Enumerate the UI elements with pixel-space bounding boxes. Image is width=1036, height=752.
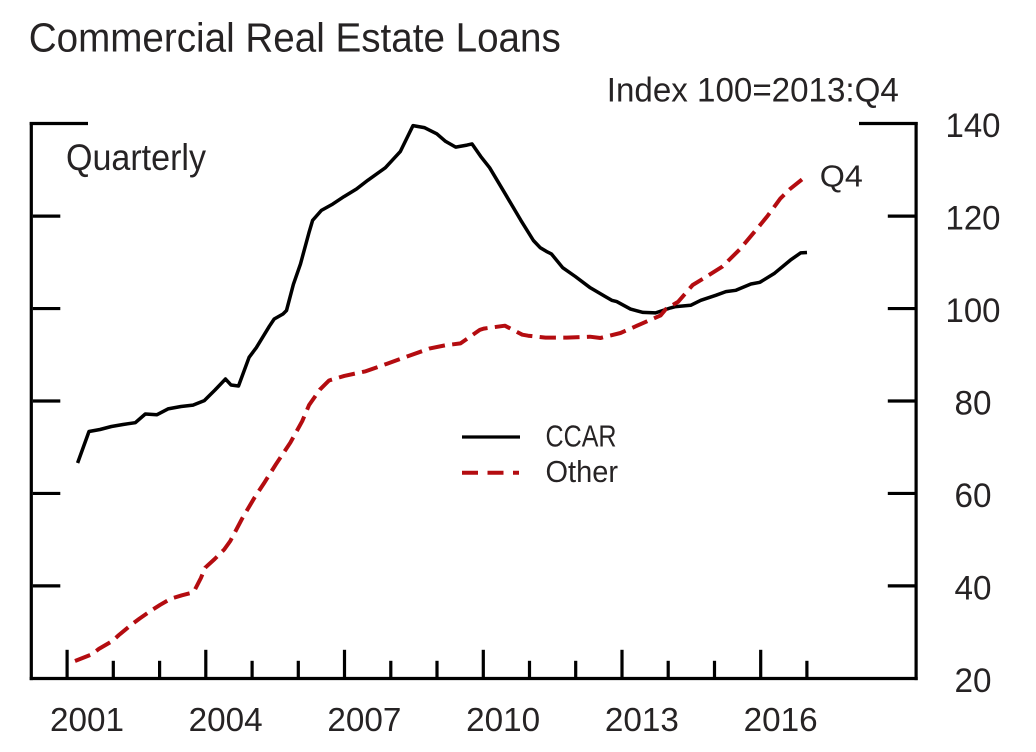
svg-text:40: 40 — [955, 569, 992, 607]
svg-text:Q4: Q4 — [820, 158, 863, 193]
svg-text:100: 100 — [946, 292, 1001, 330]
svg-text:20: 20 — [955, 662, 992, 700]
svg-text:2013: 2013 — [605, 701, 679, 738]
svg-text:120: 120 — [946, 200, 1001, 238]
svg-text:80: 80 — [955, 384, 992, 422]
svg-text:2010: 2010 — [466, 701, 540, 738]
svg-text:2004: 2004 — [189, 701, 263, 738]
svg-text:2016: 2016 — [744, 701, 818, 738]
svg-text:Quarterly: Quarterly — [66, 137, 206, 178]
svg-text:2007: 2007 — [327, 701, 401, 738]
svg-text:140: 140 — [946, 107, 1001, 145]
svg-text:Other: Other — [546, 455, 619, 489]
svg-text:2001: 2001 — [50, 701, 124, 738]
svg-text:Commercial Real Estate Loans: Commercial Real Estate Loans — [29, 14, 561, 60]
svg-text:Index 100=2013:Q4: Index 100=2013:Q4 — [607, 71, 899, 109]
svg-text:CCAR: CCAR — [546, 420, 617, 454]
svg-text:60: 60 — [955, 477, 992, 515]
